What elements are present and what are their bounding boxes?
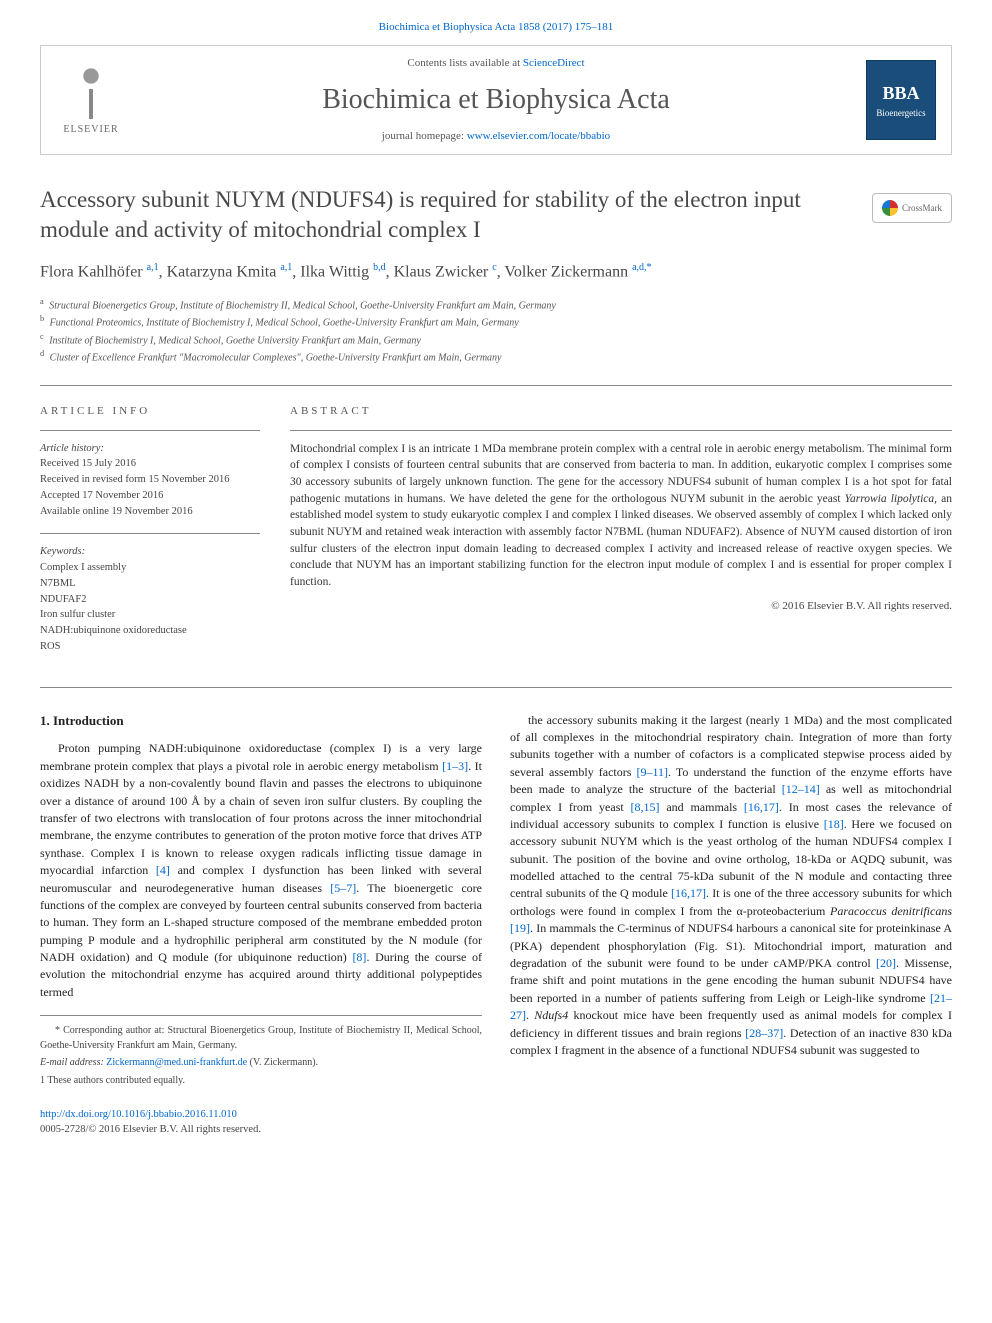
abstract-label: ABSTRACT	[290, 404, 952, 419]
history-line: Received 15 July 2016	[40, 456, 260, 472]
doi-link[interactable]: http://dx.doi.org/10.1016/j.bbabio.2016.…	[40, 1109, 237, 1120]
affiliation-line: a Structural Bioenergetics Group, Instit…	[40, 296, 952, 313]
homepage-link[interactable]: www.elsevier.com/locate/bbabio	[467, 130, 610, 142]
keyword: Complex I assembly	[40, 560, 260, 576]
corresponding-author: * Corresponding author at: Structural Bi…	[40, 1024, 482, 1053]
separator	[40, 385, 952, 386]
issn-copyright: 0005-2728/© 2016 Elsevier B.V. All right…	[40, 1123, 952, 1138]
affiliation-line: d Cluster of Excellence Frankfurt "Macro…	[40, 348, 952, 365]
header-center: Contents lists available at ScienceDirec…	[126, 56, 866, 144]
elsevier-label: ELSEVIER	[63, 123, 118, 137]
keyword: Iron sulfur cluster	[40, 607, 260, 623]
affiliation-line: c Institute of Biochemistry I, Medical S…	[40, 331, 952, 348]
journal-header: ELSEVIER Contents lists available at Sci…	[40, 45, 952, 155]
history-label: Article history:	[40, 441, 260, 457]
bba-acronym: BBA	[882, 81, 919, 106]
crossmark-label: CrossMark	[902, 202, 942, 215]
article-info: ARTICLE INFO Article history: Received 1…	[40, 404, 260, 668]
separator-main	[40, 687, 952, 688]
crossmark-icon	[882, 200, 898, 216]
keyword: NADH:ubiquinone oxidoreductase	[40, 623, 260, 639]
history-line: Available online 19 November 2016	[40, 504, 260, 520]
abstract-copyright: © 2016 Elsevier B.V. All rights reserved…	[290, 599, 952, 614]
abstract: ABSTRACT Mitochondrial complex I is an i…	[290, 404, 952, 668]
email-label: E-mail address:	[40, 1057, 106, 1068]
elsevier-logo: ELSEVIER	[56, 60, 126, 140]
abstract-rule	[290, 430, 952, 431]
article-history: Article history: Received 15 July 2016Re…	[40, 441, 260, 520]
keyword: N7BML	[40, 576, 260, 592]
keyword: NDUFAF2	[40, 592, 260, 608]
email-line: E-mail address: Zickermann@med.uni-frank…	[40, 1056, 482, 1071]
homepage-prefix: journal homepage:	[382, 130, 467, 142]
footnotes: * Corresponding author at: Structural Bi…	[40, 1015, 482, 1088]
equal-contribution: 1 These authors contributed equally.	[40, 1074, 482, 1089]
abstract-text: Mitochondrial complex I is an intricate …	[290, 441, 952, 591]
section-heading: 1. Introduction	[40, 712, 482, 731]
body-paragraph-right: the accessory subunits making it the lar…	[510, 712, 952, 1060]
email-name: (V. Zickermann).	[250, 1057, 318, 1068]
article-header: CrossMark Accessory subunit NUYM (NDUFS4…	[40, 185, 952, 365]
bba-subtitle: Bioenergetics	[876, 107, 925, 120]
article-title: Accessory subunit NUYM (NDUFS4) is requi…	[40, 185, 952, 245]
homepage-line: journal homepage: www.elsevier.com/locat…	[126, 129, 866, 144]
article-info-label: ARTICLE INFO	[40, 404, 260, 419]
body-columns: 1. Introduction Proton pumping NADH:ubiq…	[40, 712, 952, 1089]
info-abstract-row: ARTICLE INFO Article history: Received 1…	[40, 404, 952, 668]
bba-logo: BBA Bioenergetics	[866, 60, 936, 140]
affiliations: a Structural Bioenergetics Group, Instit…	[40, 296, 952, 365]
history-line: Accepted 17 November 2016	[40, 488, 260, 504]
history-line: Received in revised form 15 November 201…	[40, 472, 260, 488]
contents-line: Contents lists available at ScienceDirec…	[126, 56, 866, 71]
info-rule	[40, 430, 260, 431]
crossmark-badge[interactable]: CrossMark	[872, 193, 952, 223]
top-citation[interactable]: Biochimica et Biophysica Acta 1858 (2017…	[40, 20, 952, 35]
elsevier-tree-icon	[66, 64, 116, 119]
sciencedirect-link[interactable]: ScienceDirect	[523, 57, 585, 69]
page-footer: http://dx.doi.org/10.1016/j.bbabio.2016.…	[40, 1108, 952, 1137]
email-link[interactable]: Zickermann@med.uni-frankfurt.de	[106, 1057, 247, 1068]
keywords-label: Keywords:	[40, 544, 260, 560]
keywords-block: Keywords: Complex I assemblyN7BMLNDUFAF2…	[40, 544, 260, 654]
keyword: ROS	[40, 639, 260, 655]
body-paragraph-left: Proton pumping NADH:ubiquinone oxidoredu…	[40, 740, 482, 1001]
author-list: Flora Kahlhöfer a,1, Katarzyna Kmita a,1…	[40, 261, 952, 284]
affiliation-line: b Functional Proteomics, Institute of Bi…	[40, 313, 952, 330]
journal-name: Biochimica et Biophysica Acta	[126, 80, 866, 119]
info-rule2	[40, 533, 260, 534]
contents-prefix: Contents lists available at	[407, 57, 522, 69]
